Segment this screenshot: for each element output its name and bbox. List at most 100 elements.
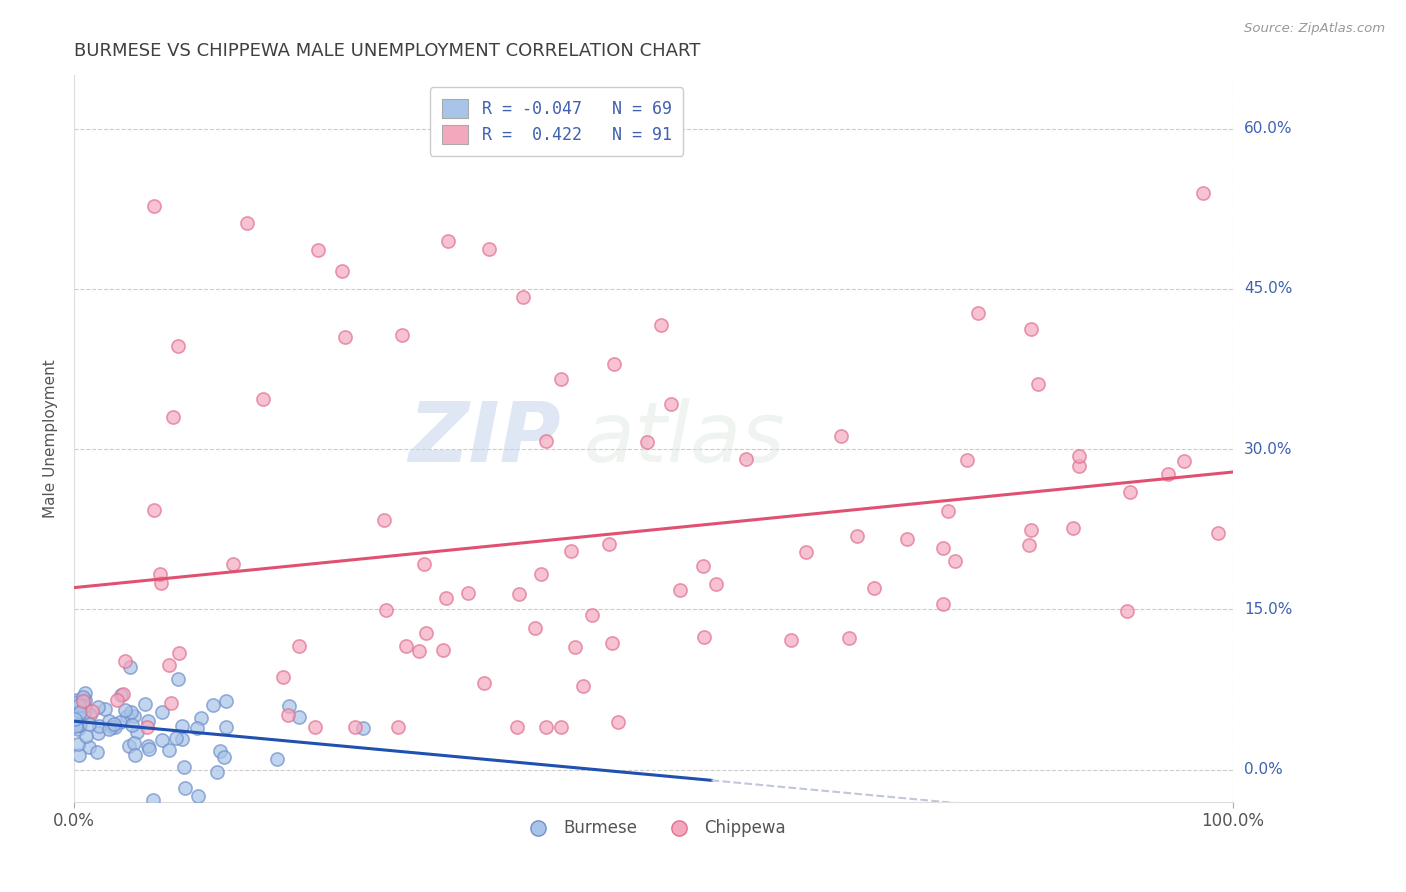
Point — [167, 672, 190, 686]
Point — [252, 392, 274, 406]
Point — [212, 750, 235, 764]
Point — [157, 657, 180, 672]
Text: ZIP: ZIP — [408, 398, 561, 479]
Point — [277, 699, 299, 714]
Point — [201, 698, 224, 712]
Point — [112, 687, 135, 701]
Point — [432, 642, 454, 657]
Point — [72, 694, 94, 708]
Point — [142, 503, 165, 517]
Point — [271, 670, 294, 684]
Point — [1018, 538, 1040, 552]
Point — [550, 720, 572, 734]
Point — [134, 697, 156, 711]
Point — [162, 410, 184, 425]
Point — [110, 688, 132, 702]
Point — [693, 630, 716, 644]
Point — [830, 428, 852, 442]
Point — [150, 733, 173, 747]
Point — [780, 632, 803, 647]
Point — [387, 720, 409, 734]
Point — [187, 789, 209, 804]
Point — [66, 692, 89, 706]
Point — [87, 700, 110, 714]
Point — [73, 686, 96, 700]
Point — [174, 780, 197, 795]
Text: atlas: atlas — [583, 398, 786, 479]
Point — [863, 581, 886, 595]
Point — [572, 679, 595, 693]
Point — [136, 739, 159, 753]
Point — [304, 720, 326, 734]
Point — [73, 706, 96, 720]
Text: 45.0%: 45.0% — [1244, 281, 1292, 296]
Text: 0.0%: 0.0% — [1244, 762, 1282, 777]
Point — [936, 504, 959, 518]
Point — [75, 693, 97, 707]
Text: 60.0%: 60.0% — [1244, 121, 1292, 136]
Point — [1021, 322, 1043, 336]
Point — [124, 735, 146, 749]
Point — [335, 330, 357, 344]
Point — [222, 558, 245, 572]
Point — [118, 739, 141, 753]
Point — [564, 640, 586, 654]
Point — [1173, 454, 1195, 468]
Point — [560, 544, 582, 558]
Text: 15.0%: 15.0% — [1244, 602, 1292, 616]
Point — [94, 701, 117, 715]
Point — [1069, 450, 1091, 464]
Point — [394, 639, 416, 653]
Point — [932, 541, 955, 555]
Point — [412, 557, 434, 571]
Point — [190, 710, 212, 724]
Point — [581, 607, 603, 622]
Point — [108, 715, 131, 730]
Point — [165, 731, 187, 745]
Point — [734, 451, 756, 466]
Point — [69, 705, 91, 719]
Point — [138, 714, 160, 728]
Point — [143, 199, 166, 213]
Point — [659, 397, 682, 411]
Point — [97, 722, 120, 736]
Point — [277, 708, 299, 723]
Text: Source: ZipAtlas.com: Source: ZipAtlas.com — [1244, 22, 1385, 36]
Point — [506, 720, 529, 734]
Point — [79, 708, 101, 723]
Point — [1156, 467, 1178, 481]
Point — [67, 748, 90, 763]
Point — [943, 554, 966, 568]
Point — [1026, 377, 1049, 392]
Point — [114, 703, 136, 717]
Point — [66, 722, 89, 736]
Point — [63, 712, 86, 726]
Point — [75, 730, 97, 744]
Point — [288, 710, 311, 724]
Point — [534, 720, 557, 734]
Point — [104, 720, 127, 734]
Point — [160, 697, 183, 711]
Point — [550, 372, 572, 386]
Point — [124, 747, 146, 762]
Point — [101, 720, 124, 734]
Point — [142, 793, 165, 807]
Point — [172, 719, 194, 733]
Point — [150, 705, 173, 719]
Point — [236, 215, 259, 229]
Point — [375, 603, 398, 617]
Point — [508, 586, 530, 600]
Point — [530, 567, 553, 582]
Point — [266, 752, 288, 766]
Point — [845, 529, 868, 543]
Point — [170, 731, 193, 746]
Point — [67, 737, 90, 751]
Point — [87, 725, 110, 739]
Point — [121, 718, 143, 732]
Point — [208, 744, 231, 758]
Text: 30.0%: 30.0% — [1244, 442, 1292, 457]
Point — [1192, 186, 1215, 200]
Point — [80, 704, 103, 718]
Point — [434, 591, 457, 606]
Point — [373, 513, 395, 527]
